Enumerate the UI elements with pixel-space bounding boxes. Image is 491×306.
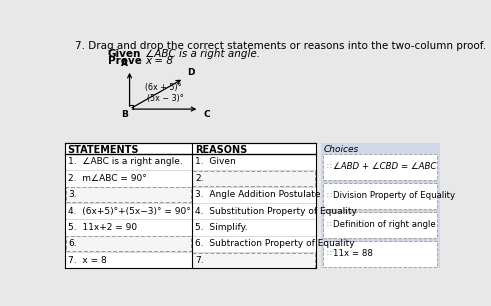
- Text: Definition of right angle: Definition of right angle: [333, 220, 436, 230]
- Text: Given: Given: [108, 49, 141, 59]
- Bar: [66, 187, 191, 202]
- Text: (6x + 5)°: (6x + 5)°: [145, 83, 182, 92]
- Text: REASONS: REASONS: [195, 144, 247, 155]
- Text: 1.  ∠ABC is a right angle.: 1. ∠ABC is a right angle.: [68, 158, 183, 166]
- Bar: [324, 183, 437, 209]
- Text: Division Property of Equality: Division Property of Equality: [333, 191, 456, 200]
- Text: B: B: [121, 110, 128, 119]
- Text: ∠ABD + ∠CBD = ∠ABC: ∠ABD + ∠CBD = ∠ABC: [333, 162, 437, 171]
- Text: C: C: [203, 110, 210, 119]
- Text: 5.  11x+2 = 90: 5. 11x+2 = 90: [68, 223, 137, 232]
- Text: 2.  m∠ABC = 90°: 2. m∠ABC = 90°: [68, 174, 147, 183]
- Text: 4.  Substitution Property of Equality: 4. Substitution Property of Equality: [195, 207, 357, 216]
- Text: (5x − 3)°: (5x − 3)°: [147, 94, 183, 103]
- Text: 11x = 88: 11x = 88: [333, 249, 373, 259]
- Bar: [192, 253, 315, 268]
- Text: 7. Drag and drop the correct statements or reasons into the two-column proof.: 7. Drag and drop the correct statements …: [75, 41, 487, 50]
- Text: STATEMENTS: STATEMENTS: [68, 144, 139, 155]
- Text: A: A: [121, 58, 128, 68]
- Bar: [324, 212, 437, 238]
- Text: 7.  x = 8: 7. x = 8: [68, 256, 107, 265]
- Text: 7.: 7.: [195, 256, 204, 265]
- Text: 3.: 3.: [68, 190, 77, 199]
- Text: ∷: ∷: [327, 220, 331, 230]
- Text: Prove: Prove: [108, 56, 142, 66]
- Bar: [324, 241, 437, 267]
- Text: D: D: [187, 68, 194, 77]
- Text: ∷: ∷: [327, 162, 331, 171]
- Bar: [66, 237, 191, 251]
- Text: ∷: ∷: [327, 191, 331, 200]
- Text: 5.  Simplify.: 5. Simplify.: [195, 223, 248, 232]
- Text: Choices: Choices: [324, 145, 359, 154]
- Text: ∷: ∷: [327, 249, 331, 259]
- Bar: [324, 154, 437, 180]
- Text: 6.  Subtraction Property of Equality: 6. Subtraction Property of Equality: [195, 239, 355, 248]
- Bar: [192, 171, 315, 186]
- Text: 4.  (6x+5)°+(5x−3)° = 90°: 4. (6x+5)°+(5x−3)° = 90°: [68, 207, 191, 216]
- Text: x = 8: x = 8: [145, 56, 173, 66]
- Text: 3.  Angle Addition Postulate: 3. Angle Addition Postulate: [195, 190, 321, 199]
- Bar: [65, 143, 316, 268]
- Text: 6.: 6.: [68, 239, 77, 248]
- Text: 1.  Given: 1. Given: [195, 158, 236, 166]
- Bar: [321, 143, 439, 268]
- Text: 2.: 2.: [195, 174, 204, 183]
- Text: ∠ABC is a right angle.: ∠ABC is a right angle.: [145, 49, 260, 59]
